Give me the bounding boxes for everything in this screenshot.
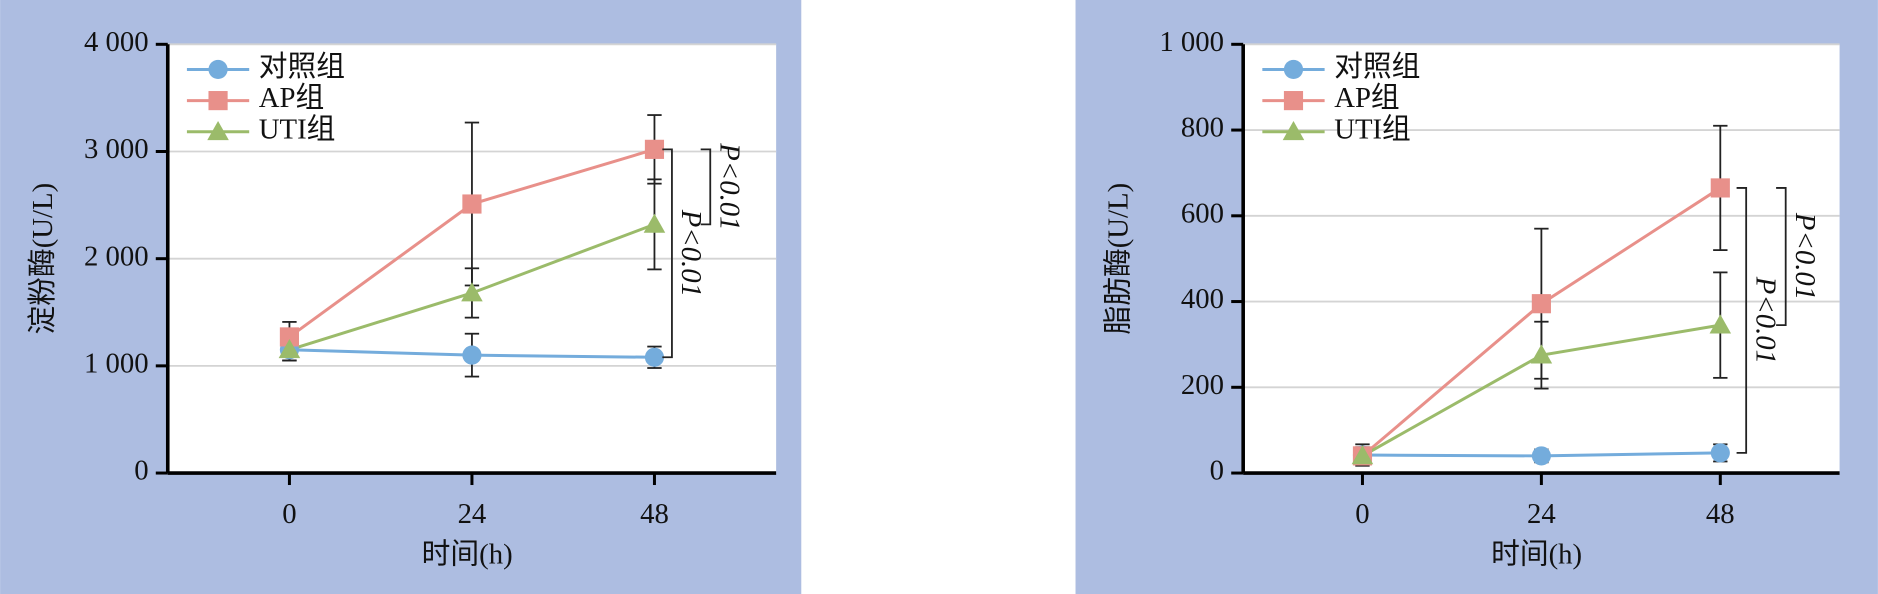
x-axis-label: 时间(h) bbox=[1491, 538, 1582, 570]
legend-label: 对照组 bbox=[1334, 51, 1420, 83]
marker bbox=[1531, 294, 1551, 314]
legend-label: UTI组 bbox=[1334, 113, 1411, 145]
marker bbox=[1531, 446, 1551, 466]
legend-label: UTI组 bbox=[259, 113, 336, 145]
annotation: P<0.01 bbox=[675, 209, 707, 297]
marker bbox=[462, 194, 482, 214]
marker bbox=[1709, 314, 1732, 334]
y-tick-label: 2 000 bbox=[84, 240, 149, 272]
marker bbox=[207, 120, 229, 141]
y-tick-label: 200 bbox=[1181, 369, 1224, 401]
significance-bracket bbox=[662, 148, 673, 359]
x-axis-label: 时间(h) bbox=[422, 538, 513, 570]
legend-label: 对照组 bbox=[259, 51, 345, 83]
marker bbox=[1282, 120, 1305, 141]
y-tick-label: 0 bbox=[134, 455, 148, 487]
x-tick-label: 48 bbox=[640, 498, 669, 530]
x-tick-label: 0 bbox=[282, 498, 296, 530]
y-tick-label: 3 000 bbox=[84, 133, 149, 165]
marker bbox=[208, 91, 228, 111]
marker bbox=[461, 282, 483, 302]
legend-label: AP组 bbox=[1334, 82, 1399, 114]
y-axis-label: 淀粉酶(U/L) bbox=[27, 183, 59, 335]
marker bbox=[278, 339, 301, 359]
y-tick-label: 1 000 bbox=[1159, 26, 1224, 58]
marker bbox=[1351, 445, 1374, 465]
marker bbox=[208, 59, 228, 80]
significance-bracket bbox=[1776, 187, 1787, 327]
marker bbox=[644, 139, 665, 159]
significance-bracket bbox=[1736, 187, 1748, 454]
y-tick-label: 4 000 bbox=[84, 26, 149, 58]
annotation: P<0.01 bbox=[1789, 212, 1821, 300]
y-tick-label: 600 bbox=[1181, 197, 1224, 229]
marker bbox=[1283, 91, 1304, 111]
x-tick-label: 24 bbox=[458, 498, 487, 530]
x-tick-label: 48 bbox=[1706, 498, 1735, 530]
marker bbox=[462, 345, 482, 365]
marker bbox=[1283, 59, 1304, 80]
y-tick-label: 1 000 bbox=[84, 347, 149, 379]
marker bbox=[644, 347, 665, 367]
annotation: P<0.01 bbox=[713, 142, 745, 230]
significance-bracket bbox=[700, 148, 712, 226]
marker bbox=[1710, 443, 1730, 463]
marker bbox=[643, 213, 666, 233]
marker bbox=[1710, 178, 1730, 198]
marker bbox=[279, 327, 300, 347]
annotation: P<0.01 bbox=[1749, 276, 1781, 364]
y-axis-label: 脂肪酶(U/L) bbox=[1103, 183, 1135, 335]
x-tick-label: 0 bbox=[1355, 498, 1369, 530]
y-tick-label: 0 bbox=[1210, 455, 1224, 487]
y-tick-label: 800 bbox=[1181, 112, 1224, 144]
y-tick-label: 400 bbox=[1181, 283, 1224, 315]
legend-label: AP组 bbox=[259, 82, 324, 114]
x-tick-label: 24 bbox=[1527, 498, 1556, 530]
marker bbox=[1530, 344, 1553, 364]
